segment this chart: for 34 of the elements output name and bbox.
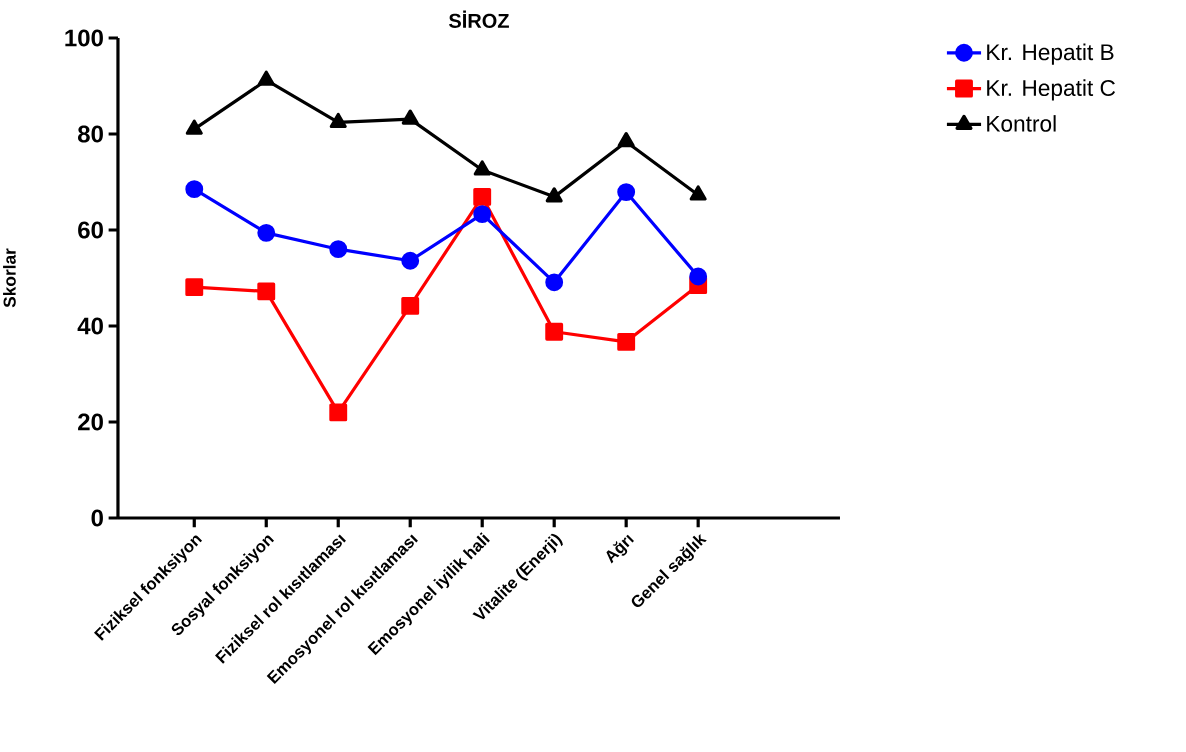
point — [329, 240, 348, 259]
point — [473, 205, 492, 224]
point — [185, 180, 204, 199]
point — [185, 119, 203, 135]
legend-label: Kr. Hepatit B — [987, 43, 1114, 65]
y-tick-label: 20 — [78, 413, 103, 431]
y-axis-title: Skorlar — [3, 248, 16, 308]
point — [329, 403, 348, 422]
point — [617, 332, 636, 351]
legend-label: Kontrol — [987, 115, 1056, 132]
point — [545, 322, 564, 341]
chart-title: SİROZ — [449, 10, 509, 28]
point — [257, 223, 276, 242]
point — [545, 187, 563, 203]
y-tick-label: 40 — [77, 317, 103, 335]
point — [689, 267, 708, 286]
point — [545, 273, 564, 292]
point — [257, 70, 275, 86]
y-tick-label: 100 — [65, 29, 103, 47]
point — [401, 109, 419, 125]
point — [329, 112, 347, 129]
y-tick-label: 60 — [78, 221, 103, 239]
point — [617, 183, 636, 201]
y-tick-label: 0 — [91, 509, 103, 527]
y-tick-label: 80 — [77, 125, 103, 143]
point — [689, 185, 707, 201]
legend-label: Kr. Hepatit C — [987, 79, 1116, 101]
point — [473, 160, 491, 176]
point — [617, 132, 635, 148]
point — [473, 187, 492, 206]
point — [401, 296, 420, 315]
point — [257, 282, 276, 301]
point — [401, 251, 420, 270]
point — [185, 278, 204, 297]
